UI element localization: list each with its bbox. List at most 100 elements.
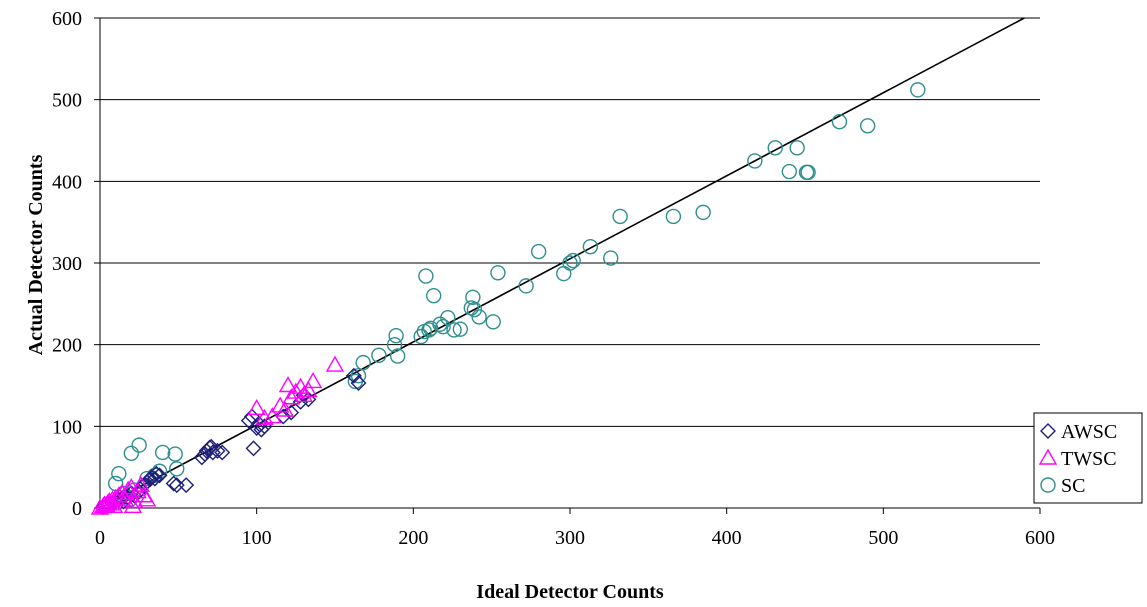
x-tick-label: 400 bbox=[712, 527, 742, 549]
twsc-point bbox=[247, 398, 266, 416]
awsc-point bbox=[146, 470, 163, 487]
grid-lines bbox=[100, 17, 1040, 427]
y-tick-label: 600 bbox=[52, 8, 82, 30]
sc-point bbox=[169, 461, 185, 477]
sc-point bbox=[355, 354, 371, 371]
awsc-point bbox=[198, 442, 215, 459]
legend: AWSC TWSC SC bbox=[1033, 412, 1143, 504]
sc-point bbox=[446, 322, 462, 338]
sc-point bbox=[452, 321, 469, 337]
sc-point bbox=[371, 347, 387, 363]
legend-awsc-symbol bbox=[1040, 423, 1056, 439]
twsc-point bbox=[131, 475, 150, 492]
twsc-point bbox=[286, 382, 306, 399]
sc-point bbox=[530, 243, 547, 260]
sc-point bbox=[490, 265, 506, 281]
sc-point bbox=[465, 289, 481, 305]
y-tick-label: 500 bbox=[52, 90, 82, 112]
twsc-point bbox=[294, 385, 313, 402]
y-axis-title: Actual Detector Counts bbox=[25, 154, 47, 355]
sc-point bbox=[695, 204, 711, 221]
sc-point bbox=[831, 114, 848, 130]
twsc-point bbox=[255, 408, 274, 425]
awsc-point bbox=[165, 475, 182, 492]
sc-point bbox=[612, 208, 628, 225]
tick-labels: 0 100 200 300 400 500 600 0 100 200 300 400 500 600 bbox=[52, 8, 1055, 549]
twsc-point bbox=[106, 488, 125, 505]
legend-twsc-symbol bbox=[1038, 448, 1058, 465]
sc-point bbox=[426, 287, 442, 304]
sc-point bbox=[131, 437, 147, 453]
sc-point bbox=[386, 336, 403, 353]
sc-point bbox=[910, 82, 926, 98]
sc-point bbox=[154, 444, 171, 461]
sc-point bbox=[389, 348, 406, 364]
x-tick-label: 200 bbox=[398, 527, 428, 549]
awsc-point bbox=[135, 477, 152, 494]
x-axis-title: Ideal Detector Counts bbox=[476, 581, 664, 603]
twsc-point bbox=[299, 380, 318, 398]
twsc-point bbox=[115, 490, 135, 507]
x-tick-label: 0 bbox=[95, 527, 105, 549]
y-tick-label: 300 bbox=[52, 253, 82, 275]
twsc-point bbox=[303, 372, 323, 389]
sc-point bbox=[466, 301, 483, 318]
sc-point bbox=[665, 208, 682, 225]
sc-point bbox=[565, 252, 581, 269]
awsc-point bbox=[148, 465, 165, 482]
awsc-point bbox=[209, 442, 226, 459]
y-tick-label: 100 bbox=[52, 416, 82, 438]
y-tick-label: 200 bbox=[52, 335, 82, 357]
sc-point bbox=[781, 163, 798, 180]
legend-awsc-label: AWSC bbox=[1061, 421, 1117, 443]
series-sc bbox=[107, 82, 926, 508]
x-tick-label: 100 bbox=[242, 527, 272, 549]
x-tick-label: 500 bbox=[868, 527, 898, 549]
sc-point bbox=[167, 446, 183, 462]
sc-point bbox=[747, 153, 763, 169]
series-twsc bbox=[90, 355, 345, 515]
awsc-point bbox=[345, 367, 362, 384]
twsc-point bbox=[125, 492, 144, 509]
awsc-point bbox=[292, 393, 309, 410]
sc-point bbox=[789, 140, 805, 156]
sc-point bbox=[388, 327, 404, 344]
sc-point bbox=[582, 238, 599, 255]
legend-sc-symbol bbox=[1040, 477, 1056, 493]
twsc-point bbox=[281, 388, 301, 405]
twsc-point bbox=[123, 496, 143, 514]
twsc-point bbox=[270, 396, 290, 413]
sc-point bbox=[767, 140, 783, 156]
x-tick-label: 600 bbox=[1025, 527, 1055, 549]
x-tick-label: 300 bbox=[555, 527, 585, 549]
sc-point bbox=[556, 265, 572, 282]
awsc-point bbox=[214, 444, 231, 461]
awsc-point bbox=[248, 419, 265, 436]
sc-point bbox=[800, 164, 816, 181]
sc-point bbox=[123, 445, 140, 461]
awsc-point bbox=[193, 449, 210, 466]
sc-point bbox=[518, 278, 534, 294]
sc-point bbox=[418, 268, 434, 284]
awsc-point bbox=[143, 468, 160, 485]
sc-point bbox=[471, 309, 487, 325]
twsc-point bbox=[278, 376, 298, 393]
awsc-point bbox=[350, 375, 367, 392]
legend-sc-label: SC bbox=[1061, 475, 1085, 497]
series-awsc bbox=[95, 367, 367, 516]
awsc-point bbox=[203, 438, 220, 455]
sc-point bbox=[422, 320, 439, 337]
twsc-point bbox=[275, 400, 295, 417]
awsc-point bbox=[178, 477, 195, 494]
twsc-point bbox=[137, 490, 157, 507]
awsc-point bbox=[245, 440, 262, 457]
sc-point bbox=[603, 250, 619, 266]
twsc-point bbox=[325, 355, 345, 372]
awsc-point bbox=[240, 412, 257, 429]
awsc-point bbox=[253, 421, 270, 438]
sc-point bbox=[111, 466, 127, 482]
sc-point bbox=[859, 118, 876, 134]
axes bbox=[94, 17, 1041, 514]
sc-point bbox=[435, 319, 451, 335]
